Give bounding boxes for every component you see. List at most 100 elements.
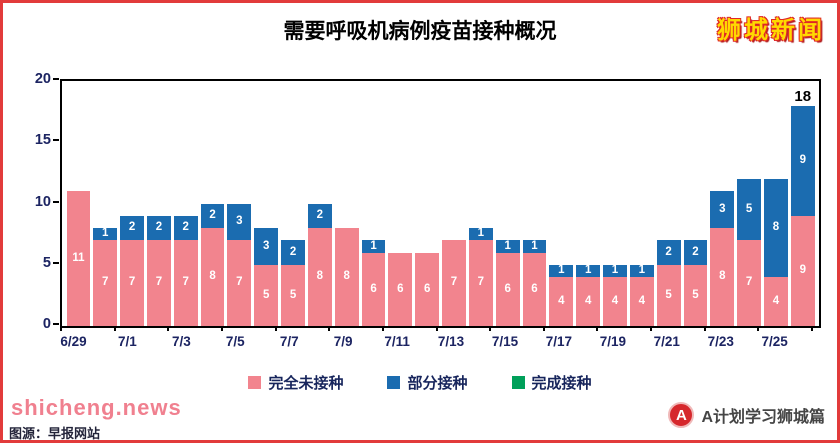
x-slot-empty (141, 334, 168, 349)
segment-完全未接种-7/21: 5 (656, 264, 681, 326)
segment-部分接种-7/3: 2 (173, 215, 198, 241)
segment-完全未接种-6/30: 7 (93, 240, 118, 326)
segment-完全未接种-7/23: 8 (710, 228, 735, 326)
bar-7/13: 7 (442, 240, 466, 326)
y-tick-mark (53, 139, 59, 142)
x-tick-label-7/5: 7/5 (225, 334, 245, 349)
x-tick-mark (435, 326, 438, 331)
segment-完全未接种-7/19: 4 (603, 277, 627, 326)
segment-完全未接种-7/14: 7 (468, 240, 493, 326)
x-slot-empty (303, 334, 330, 349)
bar-7/11: 6 (388, 252, 413, 326)
x-slot-empty (357, 334, 384, 349)
segment-部分接种-6/30: 1 (93, 228, 118, 241)
x-tick-label-7/1: 7/1 (118, 334, 137, 349)
segment-完全未接种-7/9: 8 (334, 228, 359, 326)
x-tick-mark (757, 326, 760, 331)
segment-完全未接种-7/7: 5 (281, 264, 305, 326)
x-tick-mark (811, 326, 813, 331)
segment-完全未接种-7/16: 6 (522, 252, 547, 326)
segment-完全未接种-7/12: 6 (415, 252, 440, 326)
segment-部分接种-7/21: 2 (656, 240, 681, 265)
segment-部分接种-7/1: 2 (120, 215, 144, 241)
y-tick-mark (53, 200, 59, 203)
footer-brand: A A计划学习狮城篇 (668, 402, 825, 428)
segment-完全未接种-7/10: 6 (361, 252, 386, 326)
segment-部分接种-7/14: 1 (468, 228, 493, 241)
x-tick-mark (328, 326, 331, 331)
segment-部分接种-7/24: 5 (737, 179, 762, 241)
segment-完全未接种-7/1: 7 (120, 240, 144, 326)
segment-部分接种-7/25: 8 (764, 179, 788, 277)
x-slot-empty (734, 334, 761, 349)
segment-完全未接种-7/3: 7 (173, 240, 198, 326)
segment-部分接种-7/2: 2 (146, 215, 171, 241)
y-tick-label-5: 5 (42, 254, 51, 271)
total-annotation: 18 (794, 87, 812, 105)
legend-item-完成接种: 完成接种 (511, 372, 592, 393)
segment-部分接种-7/22: 2 (683, 240, 708, 265)
segment-完全未接种-6/29: 11 (66, 191, 91, 326)
x-tick-label-7/11: 7/11 (384, 334, 410, 349)
footer-brand-text: A计划学习狮城篇 (701, 409, 825, 426)
y-tick-mark (53, 323, 59, 325)
x-slot-empty (465, 334, 492, 349)
segment-完全未接种-7/6: 5 (254, 264, 279, 326)
x-tick-mark (596, 326, 599, 331)
segment-完全未接种-7/22: 5 (683, 264, 708, 326)
x-tick-label-7/13: 7/13 (437, 334, 465, 349)
x-tick-label-7/7: 7/7 (279, 334, 299, 349)
x-slot-empty (249, 334, 276, 349)
x-tick-mark (489, 326, 492, 331)
segment-完全未接种-7/5: 7 (227, 240, 252, 326)
y-tick-label-10: 10 (34, 193, 51, 210)
x-slot-empty (680, 334, 707, 349)
x-tick-label-7/15: 7/15 (491, 334, 519, 349)
legend-swatch-icon (387, 376, 401, 389)
legend-label: 部分接种 (407, 375, 468, 392)
x-slot-empty (788, 334, 815, 349)
x-tick-label-6/29: 6/29 (60, 334, 87, 349)
chart-legend: 完全未接种 部分接种 完成接种 (3, 372, 837, 393)
bar-7/26: 18 9 9 (790, 87, 815, 326)
segment-部分接种-7/10: 1 (361, 240, 386, 253)
segment-完全未接种-7/15: 6 (495, 252, 520, 326)
legend-label: 完成接种 (531, 375, 592, 392)
y-tick-label-20: 20 (34, 71, 51, 87)
segment-完全未接种-7/13: 7 (442, 240, 466, 326)
x-slot-empty (195, 334, 222, 349)
legend-label: 完全未接种 (268, 375, 344, 392)
segment-部分接种-7/4: 2 (200, 203, 225, 228)
source-note: 图源：早报网站 (9, 426, 101, 441)
segment-部分接种-7/26: 9 (790, 105, 815, 216)
chart-title: 需要呼吸机病例疫苗接种概况 (283, 20, 557, 43)
segment-完全未接种-7/8: 8 (307, 228, 332, 326)
x-tick-mark (381, 326, 384, 331)
x-slot-empty (518, 334, 545, 349)
segment-部分接种-7/15: 1 (495, 240, 520, 253)
x-tick-label-7/19: 7/19 (599, 334, 626, 349)
footer-logo-icon: A (668, 402, 695, 428)
x-tick-mark (542, 326, 545, 331)
x-tick-label-7/23: 7/23 (707, 334, 734, 349)
segment-完全未接种-7/24: 7 (737, 240, 762, 326)
y-tick-mark (53, 261, 59, 264)
x-tick-mark (60, 326, 62, 331)
bar-7/12: 6 (415, 252, 440, 326)
